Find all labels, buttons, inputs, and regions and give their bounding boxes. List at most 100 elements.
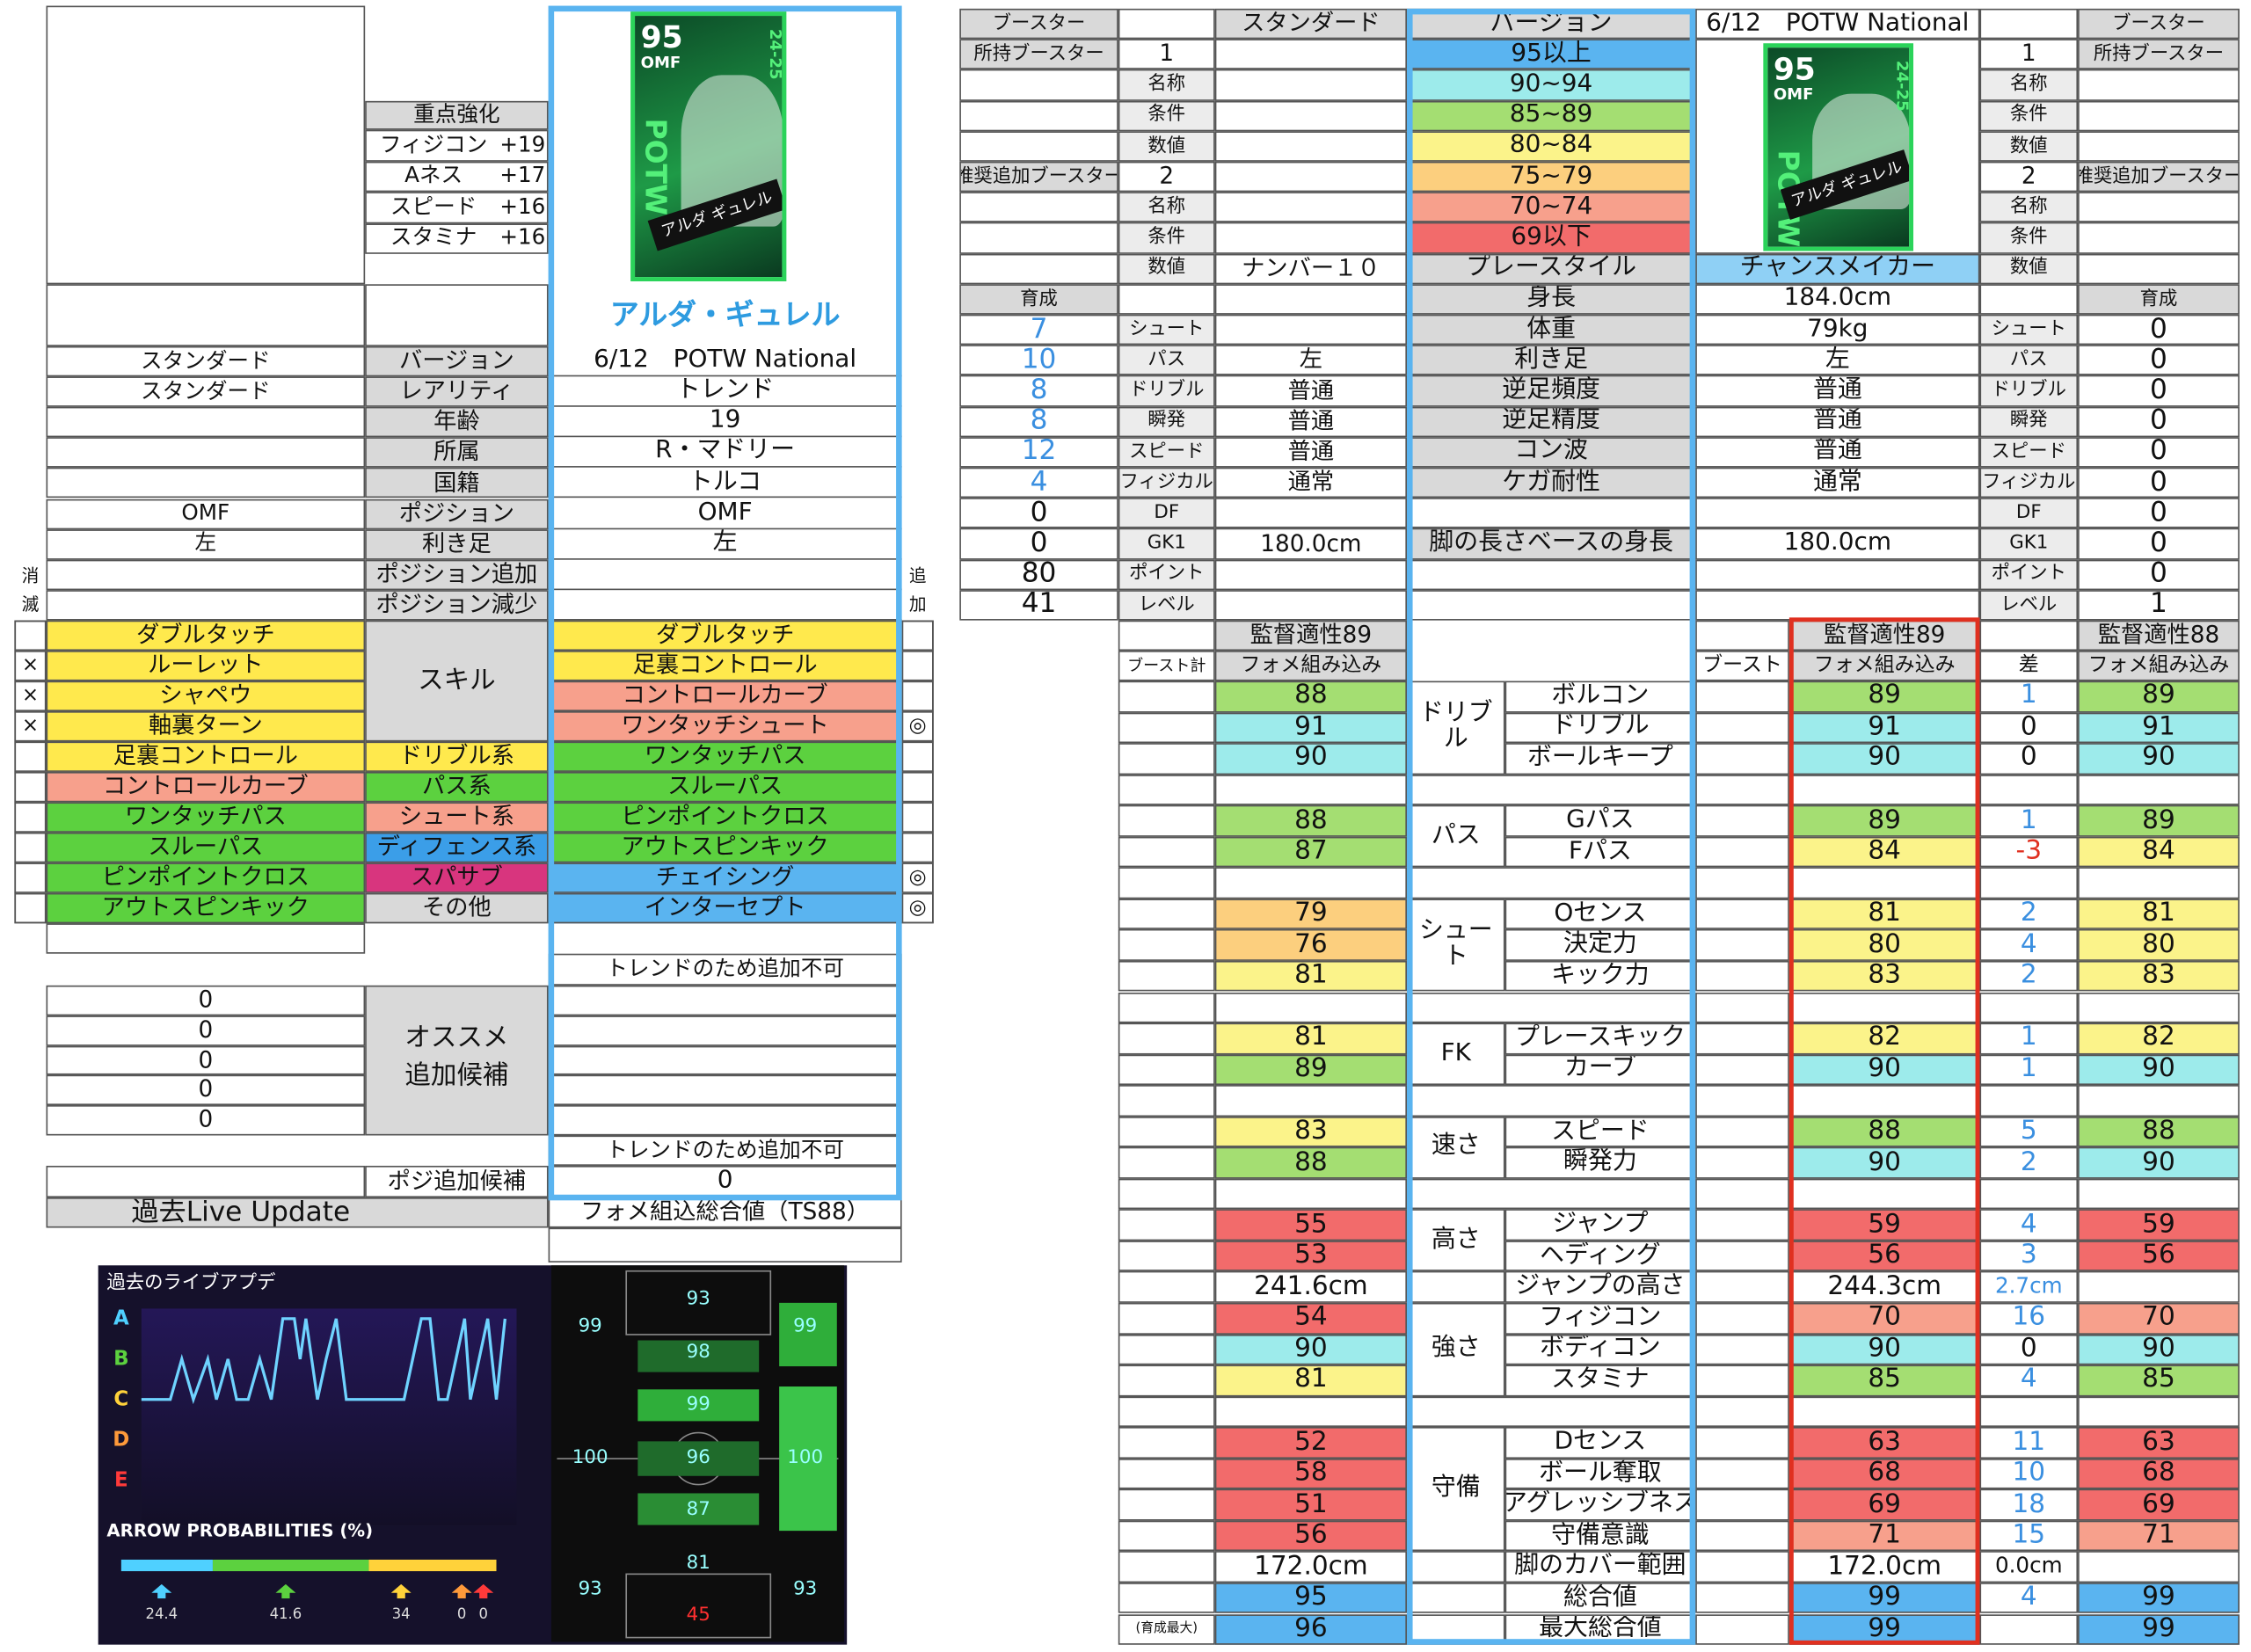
total-value: 90 (1788, 1147, 1980, 1179)
remove-mark (14, 741, 47, 772)
info-standard (46, 437, 366, 469)
blank (46, 1165, 366, 1198)
standard-value: ナンバー１０ (1214, 253, 1408, 284)
diff-value: 0.0cm (1979, 1551, 2079, 1583)
remove-mark: × (14, 651, 47, 681)
blank (1118, 1178, 1215, 1210)
stat-label: ジャンプ (1504, 1209, 1696, 1241)
sub-label: 名称 (1979, 192, 2079, 223)
sub-label: ドリブル (1979, 375, 2079, 407)
info-value: OMF (548, 499, 902, 529)
diff-value: 4 (1979, 929, 2079, 961)
info-value: R・マドリー (548, 438, 902, 469)
sub-label: パス (1979, 345, 2079, 376)
growth-value: 0 (2078, 314, 2240, 346)
total-value: 80 (1788, 929, 1980, 961)
stat-label: 瞬発力 (1504, 1147, 1696, 1179)
base-value: 81 (1214, 1022, 1408, 1054)
sub-label: 条件 (1118, 100, 1215, 131)
blank (1118, 1395, 1215, 1428)
note (1118, 1053, 1215, 1086)
focus-label: スタミナ (390, 223, 477, 251)
blank (46, 923, 366, 954)
zone-highlights (637, 1302, 837, 1532)
boost-cell (1695, 1209, 1789, 1241)
keep-mark (901, 680, 934, 712)
stat-label: ボディコン (1504, 1334, 1696, 1365)
boost-cell (1695, 1302, 1789, 1335)
formation-rating: 87 (686, 1499, 710, 1521)
row-header: 育成 (959, 283, 1118, 315)
info-label: 年齢 (365, 407, 549, 438)
color-legend: 90~94 (1407, 69, 1696, 101)
blank (1979, 867, 2079, 899)
h88-value: 56 (2078, 1241, 2240, 1272)
formation-rating: 100 (572, 1447, 608, 1469)
sub-label: 数値 (1979, 253, 2079, 284)
note: (育成最大) (1118, 1613, 1215, 1645)
total-value: 89 (1788, 805, 1980, 837)
position-candidates-label: ポジ追加候補 (365, 1165, 549, 1198)
stat-label: アグレッシブネス (1504, 1489, 1696, 1521)
skill-added: 足裏コントロール (548, 651, 902, 681)
note (1118, 929, 1215, 961)
stat-label: カーブ (1504, 1053, 1696, 1086)
row-header: 推奨追加ブースター (2078, 161, 2240, 193)
color-legend: 69以下 (1407, 222, 1696, 254)
row-header (2078, 192, 2240, 223)
h88-value (2078, 1271, 2240, 1303)
attribute-value: 79kg (1695, 314, 1980, 346)
growth-value: 0 (2078, 406, 2240, 437)
stat-label: ドリブル (1504, 711, 1696, 744)
stat-label: 脚のカバー範囲 (1504, 1551, 1696, 1583)
growth-value: 0 (2078, 345, 2240, 376)
base-value: 52 (1214, 1427, 1408, 1459)
recommend-value: 0 (46, 1105, 366, 1136)
attribute-value: 左 (1695, 345, 1980, 376)
stat-label: スタミナ (1504, 1365, 1696, 1396)
blank (1214, 1085, 1408, 1117)
diff-value: 16 (1979, 1302, 2079, 1335)
standard-value (1214, 69, 1408, 101)
highlight-frame (548, 5, 902, 1201)
standard-value (1214, 222, 1408, 254)
blank (1695, 1085, 1789, 1117)
formation-rating: 99 (578, 1315, 602, 1338)
info-value (548, 590, 902, 621)
standard-value (1214, 39, 1408, 70)
sub-label: 名称 (1118, 192, 1215, 223)
growth-value: 0 (2078, 375, 2240, 407)
attribute-value (1695, 498, 1980, 529)
base-value: 90 (1214, 743, 1408, 775)
recommend-value: 0 (46, 1075, 366, 1106)
card-season: 24-25 (766, 29, 785, 81)
sub-label: 1 (1118, 39, 1215, 70)
blank (1979, 1178, 2079, 1210)
diff-value: 3 (1979, 1241, 2079, 1272)
row-header (959, 192, 1118, 223)
h88-value: 85 (2078, 1365, 2240, 1396)
sub-label: 条件 (1979, 222, 2079, 254)
side-label: 追 (908, 564, 927, 586)
attribute-value: 180.0cm (1695, 528, 1980, 560)
skill-category: パス系 (365, 771, 549, 803)
total-value: 81 (1788, 899, 1980, 930)
info-value: 19 (548, 407, 902, 438)
info-standard: スタンダード (46, 376, 366, 408)
base-value: 56 (1214, 1520, 1408, 1552)
note (1118, 743, 1215, 775)
probability-bar (212, 1559, 369, 1572)
h88-value: 63 (2078, 1427, 2240, 1459)
stat-label: Fパス (1504, 836, 1696, 868)
blank (1979, 1085, 2079, 1117)
formation-total-title: フォメ組込総合値（TS88） (548, 1197, 902, 1228)
recommend-value: 0 (46, 1015, 366, 1046)
skill-added: チェイシング (548, 862, 902, 893)
diff-value (1979, 1613, 2079, 1645)
standard-value: 180.0cm (1214, 528, 1408, 560)
boost-cell (1695, 805, 1789, 837)
base-value: 89 (1214, 1053, 1408, 1086)
boost-cell (1695, 1551, 1789, 1583)
skill-current: スルーパス (46, 832, 366, 863)
grade-label: E (113, 1468, 128, 1492)
